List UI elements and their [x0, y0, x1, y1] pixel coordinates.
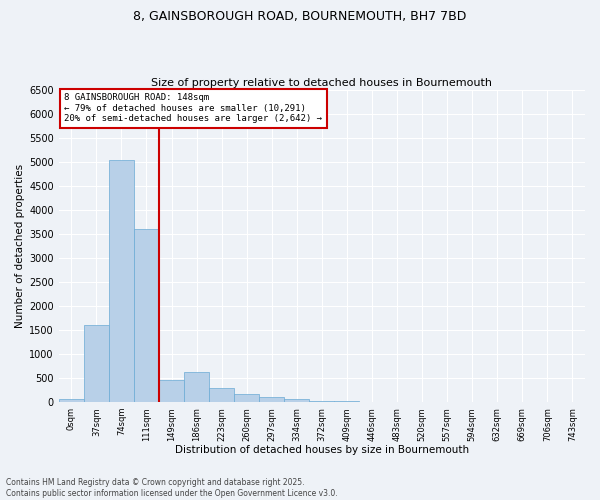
Y-axis label: Number of detached properties: Number of detached properties: [15, 164, 25, 328]
Bar: [310, 400, 334, 402]
Title: Size of property relative to detached houses in Bournemouth: Size of property relative to detached ho…: [151, 78, 493, 88]
Bar: [84, 326, 109, 402]
Bar: [134, 230, 159, 402]
Bar: [184, 372, 209, 402]
Bar: [284, 400, 310, 402]
Bar: [259, 398, 284, 402]
Bar: [159, 380, 184, 402]
Bar: [109, 160, 134, 402]
Text: 8 GAINSBOROUGH ROAD: 148sqm
← 79% of detached houses are smaller (10,291)
20% of: 8 GAINSBOROUGH ROAD: 148sqm ← 79% of det…: [64, 94, 322, 123]
Text: Contains HM Land Registry data © Crown copyright and database right 2025.
Contai: Contains HM Land Registry data © Crown c…: [6, 478, 338, 498]
Bar: [59, 399, 84, 402]
Bar: [209, 388, 234, 402]
Text: 8, GAINSBOROUGH ROAD, BOURNEMOUTH, BH7 7BD: 8, GAINSBOROUGH ROAD, BOURNEMOUTH, BH7 7…: [133, 10, 467, 23]
X-axis label: Distribution of detached houses by size in Bournemouth: Distribution of detached houses by size …: [175, 445, 469, 455]
Bar: [234, 394, 259, 402]
